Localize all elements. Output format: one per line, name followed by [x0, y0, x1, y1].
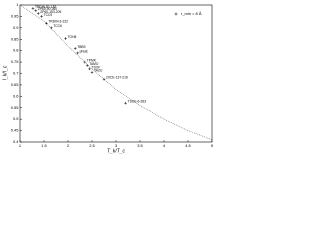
y-tick-label: 0.6 [13, 93, 19, 98]
legend-label: r_min = 8 Å [181, 11, 202, 16]
point-label: TAMO [89, 62, 99, 66]
point-label: TCC9 [44, 13, 53, 17]
y-axis-label: I_k/I_c [2, 65, 8, 80]
data-point [90, 71, 94, 74]
y-tick-label: 0.4 [13, 139, 19, 144]
point-label: TPMK [87, 58, 97, 62]
point-label: TRDIN-81-182 [35, 5, 57, 9]
y-tick-label: 1 [16, 2, 19, 7]
x-tick-label: 5 [211, 143, 214, 148]
point-label: 2XCE-137-216 [106, 76, 128, 80]
data-point [31, 7, 35, 10]
y-tick-label: 0.7 [13, 71, 19, 76]
x-tick-label: 3 [115, 143, 118, 148]
data-point [124, 101, 127, 105]
point-label: TSCE-6-283 [128, 100, 146, 104]
y-tick-label: 0.85 [11, 36, 20, 41]
data-point [73, 47, 77, 50]
point-label: TCC6 [53, 24, 62, 28]
data-point [102, 77, 106, 81]
point-label: ZP60-153-205 [40, 10, 61, 14]
y-tick-label: 0.8 [13, 48, 19, 53]
point-label: ZP60-90-260 [38, 7, 57, 11]
x-axis-label: T_k/T_c [107, 148, 126, 154]
point-label: TBB9 [77, 45, 85, 49]
x-tick-label: 4 [163, 143, 166, 148]
y-tick-label: 0.65 [11, 82, 20, 87]
point-label: TDXF [92, 65, 101, 69]
y-tick-label: 0.95 [11, 13, 20, 18]
data-point [76, 51, 79, 55]
x-tick-label: 4.5 [185, 143, 191, 148]
y-tick-label: 0.9 [13, 25, 19, 30]
y-tick-label: 0.5 [13, 116, 19, 121]
plot-frame [19, 4, 213, 143]
fit-curve [19, 4, 213, 140]
x-tick-label: 2 [67, 143, 70, 148]
data-point [34, 9, 38, 13]
y-tick-label: 0.75 [11, 59, 20, 64]
chart: T_k/T_c I_k/I_c 0.4 0.45 0.5 0.55 0.6 0.65 0.7… [2, 2, 214, 154]
point-label: TAZU [94, 69, 103, 73]
x-tick-label: 1 [19, 143, 22, 148]
y-tick-label: 0.45 [11, 128, 20, 133]
point-label: pNuE [80, 49, 89, 53]
data-point [64, 37, 67, 40]
x-tick-label: 3.5 [137, 143, 143, 148]
point-label: TOH8 [68, 35, 77, 39]
data-point [88, 67, 91, 71]
data-point [45, 21, 48, 25]
data-point [36, 12, 40, 15]
point-label: TRDIN-3-222 [48, 20, 68, 24]
x-tick-label: 2.5 [89, 143, 95, 148]
legend-marker [174, 12, 178, 16]
y-tick-label: 0.55 [11, 105, 20, 110]
x-tick-label: 1.5 [41, 143, 47, 148]
data-point [40, 15, 43, 18]
